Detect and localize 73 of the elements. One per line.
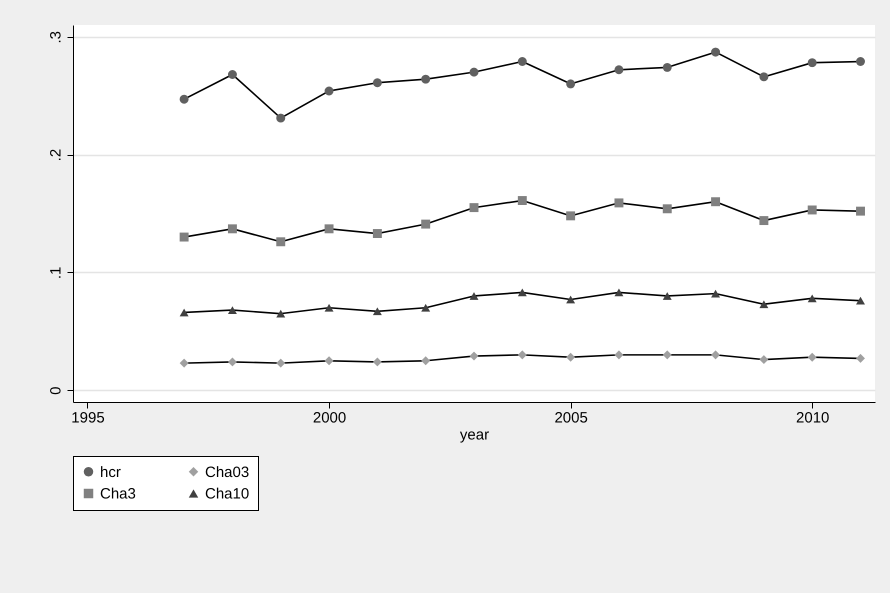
point <box>372 78 382 88</box>
point <box>421 220 430 229</box>
point <box>614 288 624 296</box>
y-tick-label: .2 <box>48 148 64 162</box>
point <box>518 57 527 66</box>
y-tick-label: .3 <box>48 31 64 44</box>
point <box>759 72 768 82</box>
point <box>180 358 189 368</box>
point <box>518 350 527 360</box>
point <box>662 350 672 360</box>
x-axis-title: year <box>460 426 490 444</box>
point <box>808 205 817 214</box>
point <box>228 224 237 234</box>
legend-label: Cha03 <box>205 464 250 481</box>
point <box>276 310 286 318</box>
legend-label: Cha3 <box>100 486 136 502</box>
point <box>276 114 286 123</box>
point <box>566 296 576 304</box>
point <box>180 232 189 242</box>
x-tick-label: 2010 <box>796 410 830 426</box>
point <box>856 57 865 66</box>
point <box>324 304 334 312</box>
point <box>276 358 286 368</box>
point <box>711 197 720 206</box>
point <box>421 74 430 84</box>
point <box>518 196 527 206</box>
point <box>711 290 720 298</box>
y-tick-label: 0 <box>48 386 64 395</box>
point <box>518 288 527 296</box>
point <box>662 62 672 72</box>
point <box>180 94 189 104</box>
point <box>470 68 478 77</box>
point <box>759 216 768 226</box>
point <box>324 224 334 234</box>
point <box>324 86 334 96</box>
point <box>566 79 576 88</box>
point <box>421 304 430 312</box>
point <box>614 198 624 208</box>
point <box>662 204 672 214</box>
legend-label: hcr <box>100 464 121 481</box>
point <box>276 237 286 246</box>
point <box>470 203 478 212</box>
point <box>421 356 430 366</box>
point <box>566 352 576 362</box>
point <box>856 206 865 216</box>
point <box>662 292 672 300</box>
point <box>808 352 817 362</box>
y-tick-label: .1 <box>48 266 64 280</box>
point <box>759 300 768 308</box>
x-tick-label: 2000 <box>312 410 346 426</box>
point <box>228 70 237 79</box>
point <box>614 65 624 74</box>
point <box>372 229 382 238</box>
point <box>856 296 865 305</box>
point <box>566 211 576 220</box>
point <box>759 355 768 364</box>
point <box>180 308 189 316</box>
x-tick-label: 1995 <box>71 410 105 426</box>
point <box>470 292 478 300</box>
point <box>324 356 334 366</box>
legend-label: Cha10 <box>205 486 250 502</box>
point <box>711 350 720 360</box>
point <box>228 357 237 366</box>
point <box>228 306 237 314</box>
point <box>808 294 817 302</box>
point <box>808 58 817 68</box>
point <box>614 350 624 360</box>
point <box>856 354 865 363</box>
point <box>372 357 382 366</box>
x-tick-label: 2005 <box>554 410 588 426</box>
point <box>470 352 478 361</box>
point <box>711 48 720 57</box>
point <box>372 307 382 316</box>
